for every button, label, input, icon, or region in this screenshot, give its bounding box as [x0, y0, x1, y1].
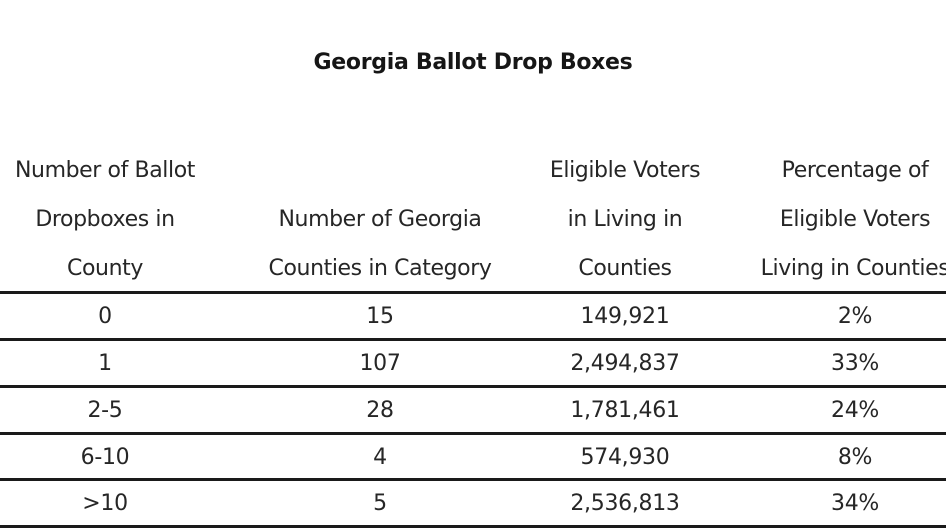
cell-counties: 107 — [359, 351, 401, 376]
column-header-percent: Percentage of Eligible Voters Living in … — [760, 158, 946, 281]
cell-dropboxes: 2-5 — [87, 398, 123, 423]
table-row: 2-5 28 1,781,461 24% — [0, 389, 946, 433]
cell-voters: 1,781,461 — [570, 398, 680, 423]
row-divider — [0, 478, 946, 481]
cell-counties: 4 — [373, 445, 387, 470]
column-header-voters: Eligible Voters in Living in Counties — [549, 158, 701, 281]
cell-voters: 2,536,813 — [570, 491, 680, 516]
cell-dropboxes: 1 — [98, 351, 112, 376]
cell-counties: 5 — [373, 491, 387, 516]
cell-dropboxes: >10 — [82, 491, 128, 516]
cell-voters: 574,930 — [580, 445, 670, 470]
table-row: 0 15 149,921 2% — [0, 295, 946, 339]
row-divider — [0, 338, 946, 341]
table-row: 6-10 4 574,930 8% — [0, 436, 946, 480]
column-header-dropboxes: Number of Ballot Dropboxes in County — [14, 158, 196, 281]
cell-voters: 2,494,837 — [570, 351, 680, 376]
cell-dropboxes: 0 — [98, 304, 112, 329]
column-header-counties: Number of Georgia Counties in Category — [268, 207, 492, 281]
cell-percent: 24% — [831, 398, 879, 423]
row-divider — [0, 385, 946, 388]
cell-dropboxes: 6-10 — [80, 445, 130, 470]
cell-percent: 33% — [831, 351, 879, 376]
cell-percent: 34% — [831, 491, 879, 516]
cell-voters: 149,921 — [580, 304, 670, 329]
table-title: Georgia Ballot Drop Boxes — [313, 50, 633, 75]
table-bottom-border — [0, 525, 946, 528]
cell-percent: 8% — [837, 445, 873, 470]
header-divider — [0, 291, 946, 294]
table-row: 1 107 2,494,837 33% — [0, 342, 946, 386]
cell-percent: 2% — [837, 304, 873, 329]
table-row: >10 5 2,536,813 34% — [0, 482, 946, 526]
row-divider — [0, 432, 946, 435]
cell-counties: 28 — [366, 398, 394, 423]
cell-counties: 15 — [366, 304, 394, 329]
